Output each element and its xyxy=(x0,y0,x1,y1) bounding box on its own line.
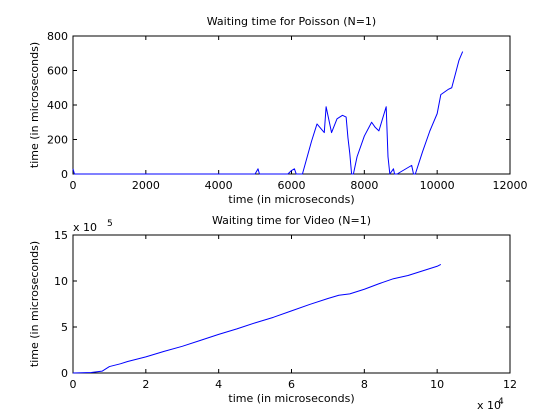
poisson-x-tick-label: 4000 xyxy=(205,179,233,192)
video-y-tick-label: 15 xyxy=(54,229,68,242)
poisson-y-tick-label: 0 xyxy=(61,168,68,181)
video-x-axis-label: time (in microseconds) xyxy=(228,392,354,405)
poisson-y-tick-label: 200 xyxy=(47,134,68,147)
video-chart-title: Waiting time for Video (N=1) xyxy=(212,214,371,227)
video-x-tick-label: 0 xyxy=(70,378,77,391)
video-y-multiplier: x 10 xyxy=(73,221,97,234)
poisson-y-tick-label: 400 xyxy=(47,99,68,112)
poisson-x-tick-label: 10000 xyxy=(420,179,455,192)
poisson-y-axis-label: time (in microseconds) xyxy=(28,42,41,168)
poisson-chart: 0 2000 4000 6000 8000 10000 12000 0 200 400 600 800… xyxy=(28,15,528,206)
video-y-tick-label: 10 xyxy=(54,275,68,288)
video-x-exponent: 4 xyxy=(498,397,504,407)
video-x-multiplier: x 10 xyxy=(477,399,501,412)
poisson-x-tick-label: 0 xyxy=(70,179,77,192)
video-y-tick-label: 0 xyxy=(61,367,68,380)
poisson-y-tick-label: 600 xyxy=(47,65,68,78)
video-y-exponent: 5 xyxy=(107,219,113,229)
video-y-tick-label: 5 xyxy=(61,321,68,334)
poisson-plot-area xyxy=(72,35,511,175)
video-x-tick-label: 6 xyxy=(288,378,295,391)
poisson-chart-title: Waiting time for Poisson (N=1) xyxy=(207,15,376,28)
poisson-x-tick-label: 2000 xyxy=(132,179,160,192)
video-plot-area xyxy=(72,234,511,374)
poisson-series-line xyxy=(72,51,464,175)
poisson-x-tick-label: 8000 xyxy=(350,179,378,192)
video-x-tick-label: 8 xyxy=(361,378,368,391)
poisson-y-tick-label: 800 xyxy=(47,30,68,43)
video-x-tick-label: 4 xyxy=(215,378,222,391)
video-y-axis-label: time (in microseconds) xyxy=(28,241,41,367)
video-x-tick-label: 10 xyxy=(430,378,444,391)
video-x-tick-label: 12 xyxy=(503,378,517,391)
video-x-tick-label: 2 xyxy=(142,378,149,391)
video-chart: 0 2 4 6 8 10 12 0 5 10 15 Waiting time for Video (N… xyxy=(28,214,517,412)
poisson-x-axis-label: time (in microseconds) xyxy=(228,193,354,206)
poisson-x-tick-label: 6000 xyxy=(278,179,306,192)
poisson-x-tick-label: 12000 xyxy=(493,179,528,192)
video-series-line xyxy=(72,263,442,374)
